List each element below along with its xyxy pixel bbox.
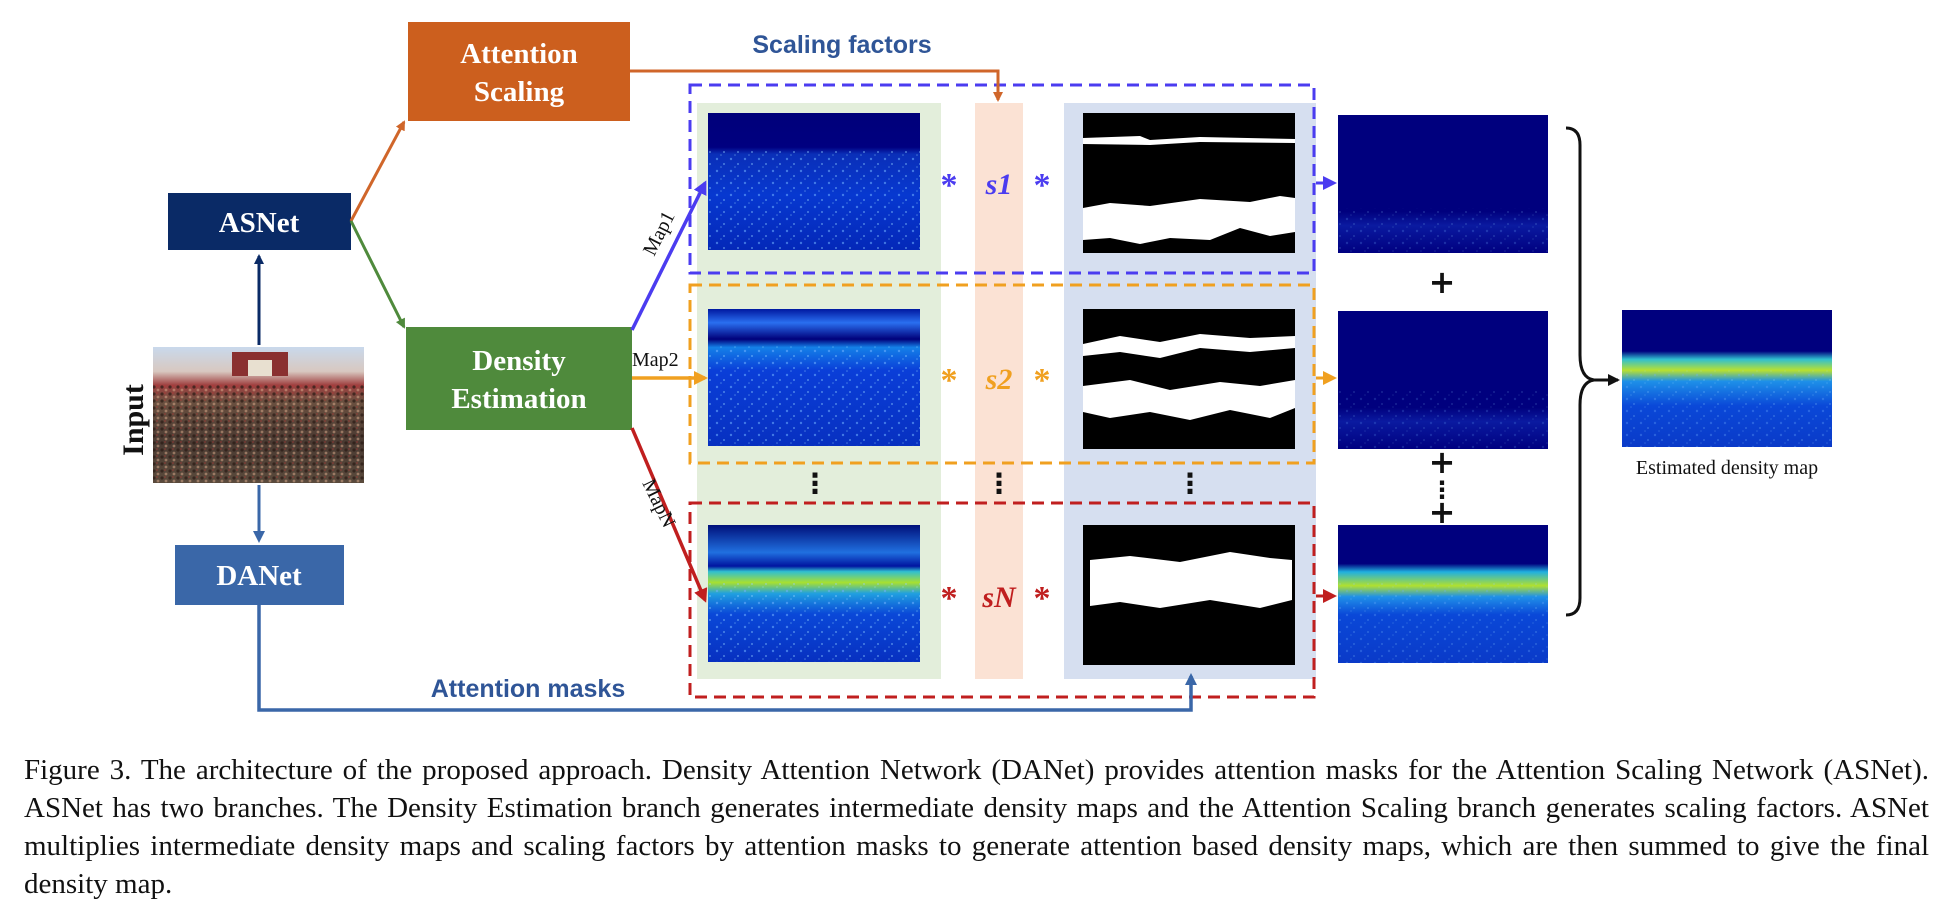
- plus-symbol: +: [1429, 443, 1456, 481]
- ellipsis-outputs: ⋮: [1430, 476, 1454, 504]
- density-estimation-node: [406, 327, 632, 430]
- multiply-symbol: *: [1034, 362, 1051, 399]
- density-map-n: [708, 525, 920, 662]
- mapn-label: MapN: [638, 476, 680, 532]
- scaling-factor-s1: s1: [985, 168, 1013, 201]
- ellipsis-density-maps: ⋮: [801, 467, 829, 500]
- density-estimation-label-2: Estimation: [451, 383, 586, 415]
- scaling-factors-panel: [975, 103, 1023, 679]
- density-estimation-label-1: Density: [472, 345, 566, 377]
- asnet-node: [168, 193, 351, 250]
- scaling-factors-arrow: [630, 69, 1003, 102]
- architecture-diagram: Attention Scaling ASNet Density Estimati…: [117, 22, 1832, 712]
- attention-density-map-2: [1338, 311, 1548, 449]
- multiply-symbol: *: [941, 362, 958, 399]
- ellipsis-masks: ⋮: [1176, 467, 1204, 500]
- density-map-1: [708, 113, 920, 250]
- plus-symbol: +: [1429, 263, 1456, 301]
- plus-symbol: +: [1429, 493, 1456, 531]
- estimated-density-map-label: Estimated density map: [1636, 457, 1818, 479]
- mapn-arrow: [630, 427, 708, 603]
- row-2-frame: [688, 283, 1316, 465]
- multiply-symbol: *: [1034, 167, 1051, 204]
- row-1-frame: [688, 83, 1316, 275]
- attention-scaling-label-2: Scaling: [474, 76, 565, 108]
- scaling-factor-sn: sN: [981, 581, 1017, 614]
- multiply-symbol: *: [941, 580, 958, 617]
- scaling-factors-label: Scaling factors: [752, 31, 931, 59]
- attention-masks-arrow: [257, 605, 1197, 712]
- ellipsis-scaling: ⋮: [985, 467, 1013, 500]
- input-label: Input: [117, 384, 150, 456]
- map1-label: Map1: [639, 208, 680, 260]
- attention-masks-label: Attention masks: [431, 675, 625, 703]
- summation-brace: [1565, 126, 1595, 617]
- attention-scaling-node: [408, 22, 630, 121]
- attention-mask-2: [1083, 309, 1295, 449]
- attention-mask-1: [1083, 113, 1295, 253]
- row-n-frame: [688, 501, 1316, 699]
- asnet-to-scaling-arrow: [349, 120, 406, 222]
- input-image: [153, 347, 364, 483]
- estimated-density-map: [1622, 310, 1832, 447]
- danet-label: DANet: [216, 560, 302, 592]
- figure-caption: Figure 3. The architecture of the propos…: [24, 754, 1929, 900]
- danet-node: [175, 545, 344, 605]
- scaling-factor-s2: s2: [985, 363, 1013, 396]
- attention-mask-n: [1083, 525, 1295, 665]
- density-map-2: [708, 309, 920, 446]
- map1-arrow: [630, 180, 707, 331]
- multiply-symbol: *: [941, 167, 958, 204]
- asnet-label: ASNet: [219, 207, 300, 239]
- map2-label: Map2: [632, 349, 679, 371]
- asnet-to-density-arrow: [349, 220, 406, 329]
- attention-density-map-n: [1338, 525, 1548, 663]
- attention-scaling-label-1: Attention: [460, 38, 578, 70]
- multiply-symbol: *: [1034, 580, 1051, 617]
- attention-density-map-1: [1338, 115, 1548, 253]
